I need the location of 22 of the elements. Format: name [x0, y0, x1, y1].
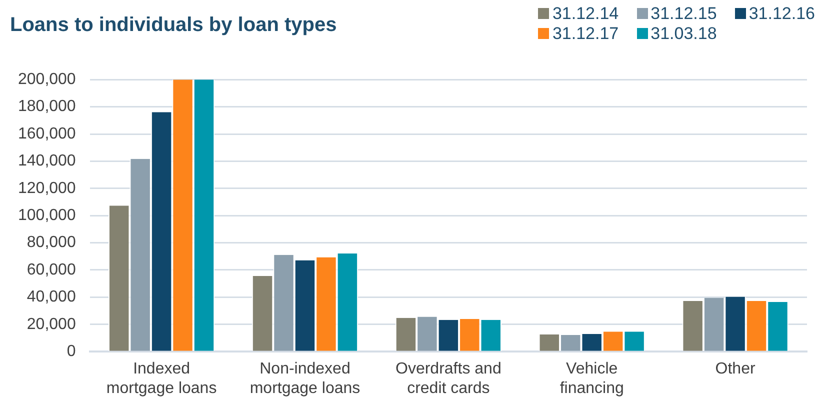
x-tick-label: Vehicle financing: [560, 360, 624, 397]
x-tick-label: Non-indexed mortgage loans: [250, 360, 360, 397]
y-tick-label: 0: [66, 343, 76, 360]
legend-label: 31.12.15: [650, 4, 717, 24]
y-tick-label: 20,000: [26, 316, 76, 333]
y-tick-label: 200,000: [18, 71, 76, 88]
x-tick-label: Other: [715, 360, 756, 378]
x-tick-label: Indexed mortgage loans: [106, 360, 217, 397]
legend-label: 31.12.16: [748, 4, 815, 24]
y-tick-label: 160,000: [18, 125, 76, 142]
y-tick-label: 140,000: [18, 152, 76, 170]
y-tick-label: 100,000: [18, 207, 76, 224]
chart-title: Loans to individuals by loan types: [10, 14, 337, 37]
legend-label: 31.12.14: [551, 4, 619, 24]
y-tick-label: 120,000: [18, 180, 76, 197]
x-tick-label: Overdrafts and credit cards: [396, 360, 502, 397]
y-tick-label: 60,000: [26, 261, 76, 278]
y-tick-label: 40,000: [26, 288, 76, 306]
legend-label: 31.12.17: [551, 24, 619, 44]
y-tick-label: 80,000: [26, 234, 76, 252]
y-tick-label: 180,000: [18, 98, 76, 116]
legend-label: 31.03.18: [650, 24, 717, 44]
